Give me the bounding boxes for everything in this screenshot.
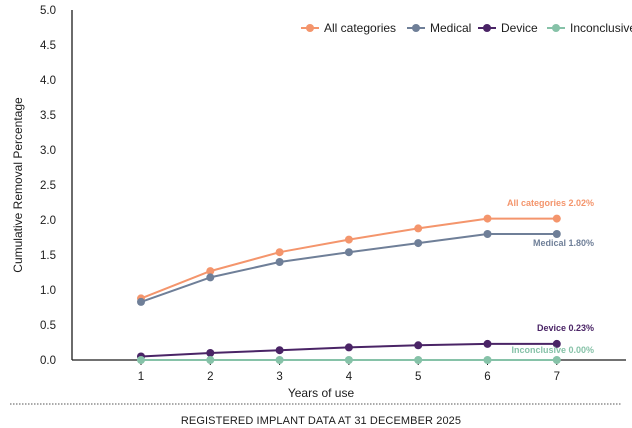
y-tick-label: 2.0 <box>40 215 56 227</box>
legend-marker <box>412 24 420 32</box>
data-point <box>275 258 284 266</box>
series-layer <box>137 214 561 364</box>
data-point <box>483 356 492 364</box>
legend-label: All categories <box>324 21 396 35</box>
legend-marker <box>306 24 314 32</box>
legend-label: Device <box>501 21 538 35</box>
y-tick-label: 4.5 <box>40 40 56 52</box>
legend-label: Medical <box>430 21 471 35</box>
end-labels: All categories 2.02% Medical 1.80% Device … <box>507 198 594 355</box>
axes <box>71 10 626 361</box>
series-line-medical <box>140 233 557 303</box>
data-point <box>206 349 215 357</box>
data-point <box>552 356 561 364</box>
x-tick-label: 2 <box>207 371 213 383</box>
data-point <box>552 339 561 348</box>
series-line-all-categories <box>140 217 557 300</box>
series-end-label: Medical 1.80% <box>533 238 594 248</box>
x-tick-label: 5 <box>415 371 421 383</box>
legend-label: Inconclusive <box>570 21 632 35</box>
data-point <box>206 267 215 276</box>
x-tick-label: 7 <box>554 371 560 383</box>
data-point <box>552 214 561 223</box>
data-point <box>414 239 423 248</box>
y-tick-label: 4.0 <box>40 75 56 87</box>
series-end-label: Inconclusive 0.00% <box>511 345 594 355</box>
series-end-label: Device 0.23% <box>537 323 594 333</box>
data-point <box>275 346 284 355</box>
data-point <box>552 230 561 238</box>
data-point <box>483 214 492 223</box>
legend-marker <box>483 24 491 32</box>
data-point <box>414 356 423 364</box>
x-tick-label: 4 <box>346 371 353 383</box>
series-end-label: All categories 2.02% <box>507 198 594 208</box>
x-tick-label: 3 <box>276 371 282 383</box>
data-point <box>206 273 215 282</box>
y-tick-label: 0.5 <box>40 320 56 332</box>
data-point <box>206 356 215 364</box>
data-point <box>483 230 492 238</box>
x-tick-label: 6 <box>484 371 490 383</box>
y-axis-title: Cumulative Removal Percentage <box>11 97 25 273</box>
data-point <box>344 235 353 244</box>
data-point <box>275 356 284 364</box>
data-point <box>344 343 353 352</box>
y-tick-labels: 0.0 0.5 1.0 1.5 2.0 2.5 3.0 3.5 4.0 4.5 5.0 <box>40 5 56 367</box>
data-point <box>414 341 423 350</box>
data-point <box>137 356 145 364</box>
footer-text: REGISTERED IMPLANT DATA AT 31 DECEMBER 2… <box>181 415 461 427</box>
y-tick-label: 1.5 <box>40 250 56 262</box>
y-tick-label: 1.0 <box>40 285 56 297</box>
x-tick-label: 1 <box>138 371 144 383</box>
data-point <box>344 356 353 364</box>
y-tick-label: 5.0 <box>40 5 56 17</box>
data-point <box>137 297 145 306</box>
y-tick-label: 3.5 <box>40 110 56 122</box>
data-point <box>483 339 492 348</box>
data-point <box>275 248 284 257</box>
legend-marker <box>552 24 560 32</box>
data-point <box>344 248 353 257</box>
y-tick-label: 2.5 <box>40 180 56 192</box>
legend: All categories Medical Device Inconclusive <box>301 21 632 35</box>
y-tick-label: 3.0 <box>40 145 56 157</box>
data-point <box>414 224 423 233</box>
x-axis-title: Years of use <box>288 386 355 400</box>
y-tick-label: 0.0 <box>40 355 56 367</box>
